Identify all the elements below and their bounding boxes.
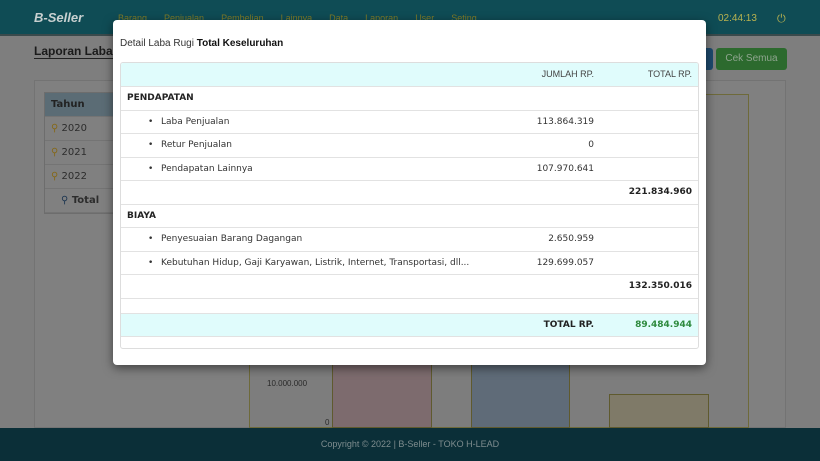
y-tick: 0 [325,418,330,427]
search-icon[interactable]: ⚲ [51,123,59,134]
detail-modal: Detail Laba Rugi Total Keseluruhan JUMLA… [113,20,706,365]
year-row[interactable]: ⚲ 2021 [45,141,113,165]
table-row: Kebutuhan Hidup, Gaji Karyawan, Listrik,… [121,252,698,275]
year-total-row[interactable]: ⚲ Total [45,189,113,213]
year-row[interactable]: ⚲ 2020 [45,117,113,141]
subtotal-row: 221.834.960 [121,181,698,205]
logo[interactable]: B-Seller [34,10,84,25]
nav-lainnya[interactable]: Lainnya [280,13,313,23]
total-row: TOTAL RP. 89.484.944 [121,313,698,337]
modal-title: Detail Laba Rugi Total Keseluruhan [120,38,284,49]
year-header: Tahun [45,93,113,117]
nav-laporan[interactable]: Laporan [365,13,399,23]
search-icon[interactable]: ⚲ [51,147,59,158]
section-biaya: BIAYA [121,205,698,228]
spacer-row [121,299,698,314]
bar-2022 [609,394,709,428]
subtotal-row: 132.350.016 [121,275,698,299]
nav-menu: Barang Penjualan Pembelian Lainnya Data … [118,13,477,23]
nav-pembelian[interactable]: Pembelian [221,13,264,23]
nav-seting[interactable]: Seting [451,13,477,23]
search-icon[interactable]: ⚲ [61,195,69,206]
search-icon[interactable]: ⚲ [51,171,59,182]
year-row[interactable]: ⚲ 2022 [45,165,113,189]
footer: Copyright © 2022 | B-Seller - TOKO H-LEA… [0,428,820,461]
nav-barang[interactable]: Barang [118,13,148,23]
check-all-button[interactable]: Cek Semua [716,48,787,70]
nav-data[interactable]: Data [329,13,349,23]
clock: 02:44:13 [718,13,757,24]
year-table: Tahun ⚲ 2020 ⚲ 2021 ⚲ 2022 ⚲ Total [44,92,114,214]
nav-user[interactable]: User [415,13,435,23]
nav-penjualan[interactable]: Penjualan [164,13,205,23]
profit-loss-table: JUMLAH RP.TOTAL RP. PENDAPATAN Laba Penj… [120,62,699,349]
table-header: JUMLAH RP. TOTAL RP. [121,63,698,87]
section-pendapatan: PENDAPATAN [121,87,698,111]
power-icon[interactable]: ⏻ [777,12,786,25]
y-tick: 10.000.000 [267,379,308,388]
